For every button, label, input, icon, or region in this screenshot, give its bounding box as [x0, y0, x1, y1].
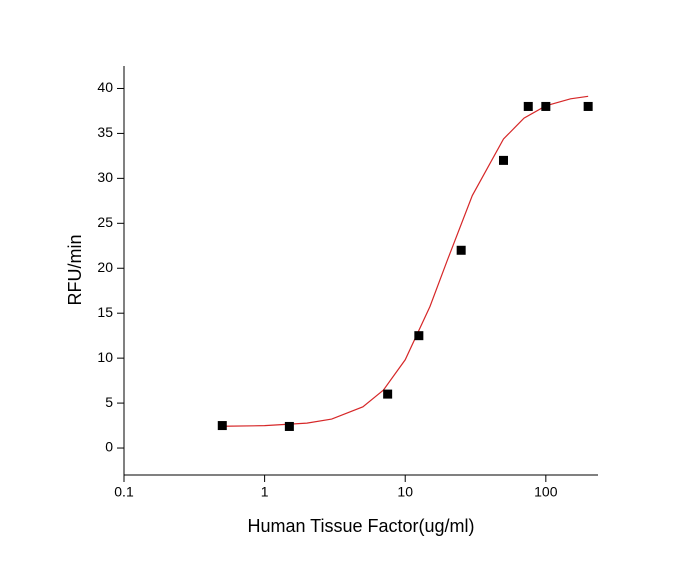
- fit-curve: [222, 95, 589, 427]
- y-tick-label: 30: [97, 169, 113, 185]
- y-tick-label: 0: [105, 439, 113, 455]
- data-point: [414, 331, 424, 341]
- y-axis-title: RFU/min: [65, 235, 85, 306]
- y-tick-label: 15: [97, 304, 113, 320]
- data-point: [498, 155, 508, 165]
- data-point: [523, 101, 533, 111]
- y-tick-label: 25: [97, 214, 113, 230]
- data-point: [583, 101, 593, 111]
- data-point: [284, 421, 294, 431]
- x-axis-title: Human Tissue Factor(ug/ml): [247, 516, 474, 536]
- data-point: [383, 389, 393, 399]
- y-tick-label: 20: [97, 259, 113, 275]
- y-tick-label: 35: [97, 124, 113, 140]
- x-tick-label: 1: [261, 484, 269, 500]
- y-tick-label: 5: [105, 394, 113, 410]
- data-point: [217, 421, 227, 431]
- y-tick-label: 10: [97, 349, 113, 365]
- x-tick-label: 10: [397, 484, 413, 500]
- y-tick-label: 40: [97, 79, 113, 95]
- x-tick-label: 0.1: [114, 484, 134, 500]
- data-point: [456, 245, 466, 255]
- data-point: [541, 101, 551, 111]
- x-tick-label: 100: [534, 484, 558, 500]
